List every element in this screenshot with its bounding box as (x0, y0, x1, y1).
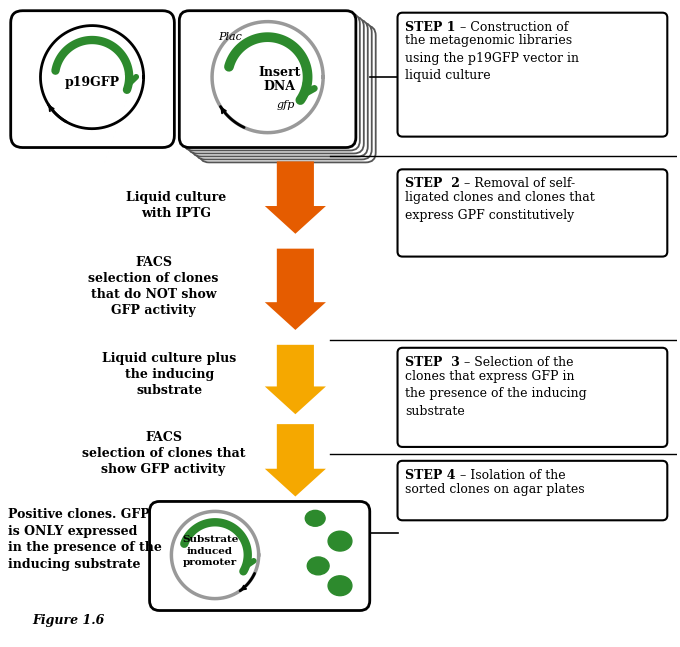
Text: STEP 4: STEP 4 (405, 468, 456, 482)
Text: STEP  2: STEP 2 (405, 177, 460, 190)
Text: STEP  3: STEP 3 (405, 356, 460, 369)
FancyBboxPatch shape (398, 13, 667, 137)
FancyBboxPatch shape (187, 17, 364, 153)
Text: p19GFP: p19GFP (65, 76, 120, 89)
Text: Figure 1.6: Figure 1.6 (33, 615, 105, 628)
Text: FACS
selection of clones
that do NOT show
GFP activity: FACS selection of clones that do NOT sho… (88, 256, 219, 316)
Ellipse shape (328, 576, 352, 596)
Text: sorted clones on agar plates: sorted clones on agar plates (405, 483, 585, 496)
Text: Positive clones. GFP
is ONLY expressed
in the presence of the
inducing substrate: Positive clones. GFP is ONLY expressed i… (7, 509, 162, 571)
Text: Liquid culture
with IPTG: Liquid culture with IPTG (126, 191, 226, 220)
Text: Insert: Insert (258, 66, 301, 79)
Text: – Construction of: – Construction of (456, 21, 568, 34)
FancyBboxPatch shape (199, 26, 376, 162)
FancyBboxPatch shape (195, 23, 372, 159)
Polygon shape (265, 424, 326, 496)
Polygon shape (265, 161, 326, 234)
Ellipse shape (328, 531, 352, 551)
FancyBboxPatch shape (398, 170, 667, 257)
Text: Liquid culture plus
the inducing
substrate: Liquid culture plus the inducing substra… (102, 352, 237, 397)
Text: FACS
selection of clones that
show GFP activity: FACS selection of clones that show GFP a… (82, 431, 245, 476)
Text: gfp: gfp (276, 100, 294, 110)
Polygon shape (265, 345, 326, 414)
Text: ligated clones and clones that
express GPF constitutively: ligated clones and clones that express G… (405, 191, 595, 221)
FancyBboxPatch shape (150, 501, 370, 611)
FancyBboxPatch shape (191, 19, 368, 157)
FancyBboxPatch shape (184, 14, 360, 151)
Text: Plac: Plac (218, 32, 242, 43)
Text: clones that express GFP in
the presence of the inducing
substrate: clones that express GFP in the presence … (405, 369, 588, 417)
Text: STEP 1: STEP 1 (405, 21, 456, 34)
FancyBboxPatch shape (11, 11, 174, 148)
Text: the metagenomic libraries
using the p19GFP vector in
liquid culture: the metagenomic libraries using the p19G… (405, 34, 579, 82)
Text: – Isolation of the: – Isolation of the (456, 468, 565, 482)
FancyBboxPatch shape (398, 348, 667, 447)
FancyBboxPatch shape (180, 11, 356, 148)
Text: Substrate
induced
promoter: Substrate induced promoter (182, 536, 238, 567)
Ellipse shape (307, 557, 329, 575)
Polygon shape (265, 248, 326, 330)
Ellipse shape (305, 510, 325, 526)
Text: – Removal of self-: – Removal of self- (460, 177, 575, 190)
FancyBboxPatch shape (398, 461, 667, 520)
Text: DNA: DNA (263, 80, 296, 93)
Text: – Selection of the: – Selection of the (460, 356, 573, 369)
